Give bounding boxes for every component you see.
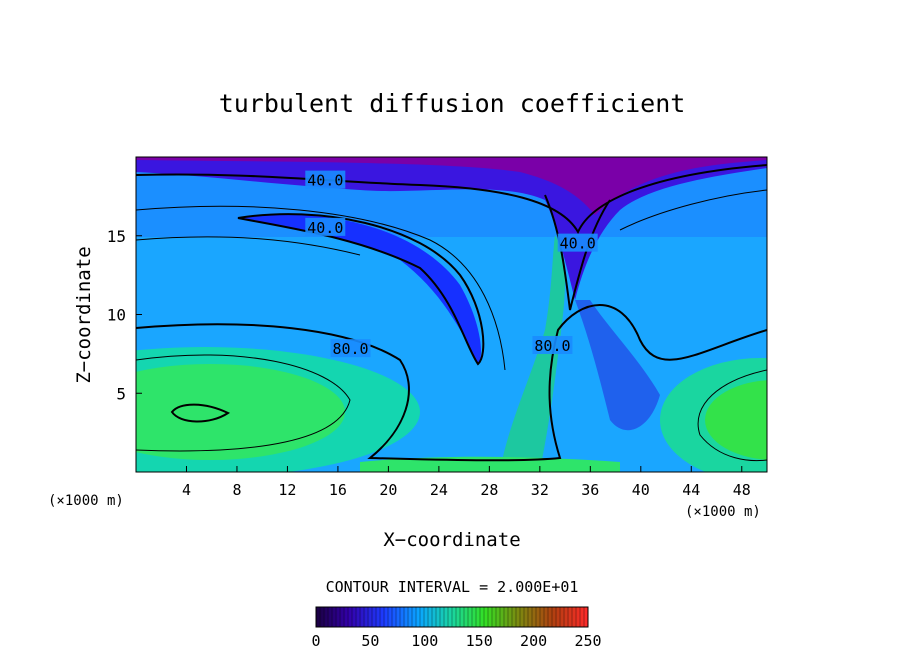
contour-label-bg [330,339,371,358]
x-tick-label: 36 [581,481,599,499]
contour-100-left [136,354,351,452]
contour-label: 80.0 [332,340,368,358]
colorbar-stripes [319,607,585,627]
contour-label-bg [557,233,598,252]
contour-interval: CONTOUR INTERVAL = 2.000E+01 [326,578,579,596]
x-tick-label: 20 [379,481,397,499]
colorbar-tick-label: 100 [411,632,438,650]
x-tick-label: 32 [531,481,549,499]
contour-60-right [619,189,767,231]
x-tick-label: 16 [329,481,347,499]
x-tick-label: 8 [232,481,241,499]
field-right-dark [575,300,660,431]
chart-title: turbulent diffusion coefficient [219,89,686,118]
contour-60-mid [136,205,506,371]
colorbar-ticks: 0 50 100 150 200 250 [311,632,601,650]
contour-labels: 40.0 40.0 40.0 80.0 80.0 [305,170,598,358]
contour-40-tongue [237,213,485,366]
x-tick-label: 24 [430,481,448,499]
colorbar-tick-label: 250 [574,632,601,650]
colorbar-tick-label: 0 [311,632,320,650]
contour-label-bg [305,170,346,189]
colorbar-tick-label: 50 [361,632,379,650]
field-plume [500,235,565,470]
contour-60-upper [136,236,361,256]
x-tick-label: 44 [682,481,700,499]
contour-100-right [697,369,767,462]
colorbar-tick-label: 150 [466,632,493,650]
field-left-tongue [238,214,481,365]
contour-120-left [170,403,231,423]
y-tick-label: 10 [107,306,126,325]
contour-40-top [136,164,767,235]
x-tick-label: 48 [733,481,751,499]
y-axis-ticks: 5 10 15 [107,227,142,403]
field-right-core [705,380,767,460]
x-axis-ticks: 4 8 12 16 20 24 28 32 36 40 44 48 [182,466,751,499]
contour-label-bg [305,217,346,236]
contour-80-main [136,304,767,462]
x-unit-right: (×1000 m) [685,504,761,520]
x-tick-label: 40 [632,481,650,499]
colorbar-tick-label: 200 [520,632,547,650]
x-tick-label: 12 [278,481,296,499]
x-axis-label: X−coordinate [383,529,520,551]
contour-40-notch [544,194,611,311]
y-tick-label: 5 [116,384,126,403]
y-axis-label: Z−coordinate [73,246,95,383]
contour-label-bg [532,336,573,354]
contour-label: 40.0 [560,235,596,253]
contour-label: 80.0 [534,337,570,355]
y-tick-label: 15 [107,227,126,246]
x-unit-left: (×1000 m) [48,493,124,509]
contour-label: 40.0 [307,219,343,237]
field-left-core [136,364,345,460]
x-tick-label: 4 [182,481,191,499]
field-bottom-green [360,456,620,472]
plot-area [136,157,767,472]
contour-label: 40.0 [307,172,343,190]
x-tick-label: 28 [480,481,498,499]
contour-lines [136,164,767,462]
